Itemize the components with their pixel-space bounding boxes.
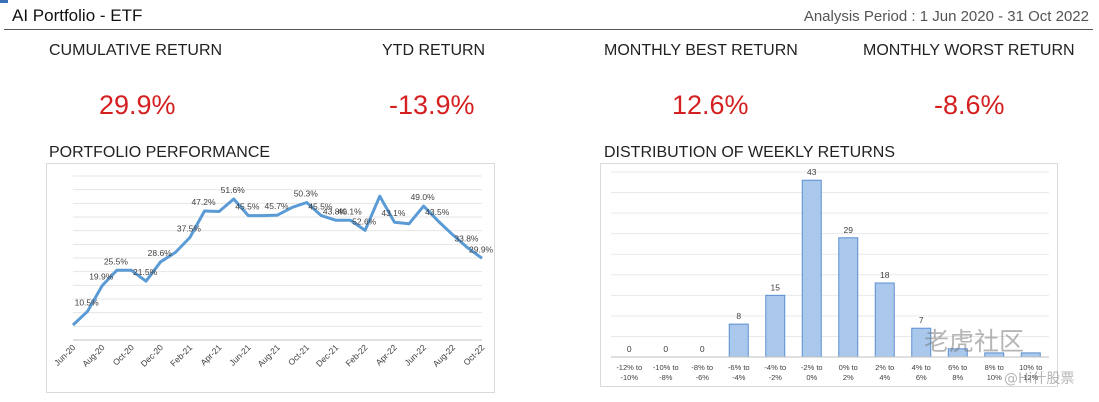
- report-header: AI Portfolio - ETF Analysis Period : 1 J…: [0, 0, 1099, 30]
- bar-value-label: 43: [807, 167, 817, 177]
- monthly-worst-return-label: MONTHLY WORST RETURN: [863, 42, 1075, 59]
- category-label: 10% to: [1019, 363, 1042, 372]
- data-label: 45.7%: [265, 201, 290, 211]
- bar-value-label: 8: [736, 311, 741, 321]
- data-label: 40.1%: [338, 206, 363, 216]
- category-label: -6%: [696, 373, 710, 382]
- category-label: 6%: [916, 373, 927, 382]
- ytd-return-value: -13.9%: [389, 90, 475, 120]
- category-label: -4%: [732, 373, 746, 382]
- data-label: 52.6%: [352, 216, 377, 226]
- distribution-section-title: DISTRIBUTION OF WEEKLY RETURNS: [604, 144, 895, 161]
- data-label: 50.3%: [294, 189, 319, 199]
- data-label: 29.9%: [469, 244, 494, 254]
- x-tick-label: Dec-20: [139, 342, 166, 369]
- histogram-bar: [728, 323, 749, 358]
- category-label: -6% to: [728, 363, 750, 372]
- distribution-chart-panel: 0 -12% to -10% 0 -10% to -8% 0 -8% to -6% 8 -6% to…: [600, 163, 1058, 387]
- cumulative-return-value: 29.9%: [99, 90, 176, 120]
- bar-value-label: 0: [663, 344, 668, 354]
- category-label: -8% to: [691, 363, 713, 372]
- category-label: 10%: [987, 373, 1002, 382]
- category-label: -8%: [659, 373, 673, 382]
- distribution-bar-chart: 0 -12% to-10% 0 -10% to-8% 0 -8% to-6% 8 -6% to…: [611, 167, 1049, 382]
- x-tick-label: Jun-20: [52, 342, 78, 368]
- data-label: 28.6%: [148, 248, 173, 258]
- data-label: 45.5%: [308, 202, 333, 212]
- bar-value-label: 29: [844, 225, 854, 235]
- performance-line-chart: 10.5% 19.9% 25.5% 21.5% 28.6% 37.5% 47.2% 51.6%…: [52, 175, 494, 369]
- x-tick-label: Oct-22: [461, 342, 486, 367]
- x-tick-label: Jun-22: [403, 342, 429, 368]
- monthly-best-return-value: 12.6%: [672, 90, 749, 120]
- bar-value-label: 0: [627, 344, 632, 354]
- data-label: 43.8%: [323, 206, 348, 216]
- histogram-bar: [1020, 352, 1041, 358]
- category-label: 12%: [1023, 373, 1038, 382]
- category-label: -10%: [620, 373, 638, 382]
- x-tick-label: Feb-21: [168, 342, 194, 368]
- data-label: 51.6%: [221, 185, 246, 195]
- x-tick-label: Aug-21: [255, 342, 282, 369]
- data-label: 25.5%: [104, 256, 129, 266]
- category-label: 4% to: [912, 363, 931, 372]
- ytd-return-label: YTD RETURN: [382, 42, 486, 59]
- monthly-worst-return-value: -8.6%: [934, 90, 1005, 120]
- performance-series-line: [71, 194, 483, 327]
- cell-marker: [0, 0, 8, 3]
- x-tick-label: Aug-20: [80, 342, 107, 369]
- category-label: -12% to: [616, 363, 642, 372]
- category-label: 8%: [952, 373, 963, 382]
- monthly-best-return-label: MONTHLY BEST RETURN: [604, 42, 798, 59]
- x-tick-label: Dec-21: [314, 342, 341, 369]
- category-label: 0%: [806, 373, 817, 382]
- x-tick-label: Feb-22: [343, 342, 369, 368]
- watermark-handle: @Hi什股票: [1004, 371, 1075, 387]
- data-label: 37.5%: [177, 224, 202, 234]
- category-label: 0% to: [839, 363, 858, 372]
- x-tick-label: Apr-22: [374, 342, 399, 367]
- histogram-bar: [874, 282, 895, 358]
- histogram-bar: [838, 237, 859, 358]
- x-tick-label: Oct-21: [286, 342, 311, 367]
- performance-chart-panel: 10.5% 19.9% 25.5% 21.5% 28.6% 37.5% 47.2% 51.6%…: [46, 163, 495, 393]
- x-tick-label: Jun-21: [227, 342, 253, 368]
- x-tick-label: Apr-21: [198, 342, 223, 367]
- x-tick-label: Oct-20: [111, 342, 136, 367]
- data-label: 19.9%: [89, 272, 114, 282]
- category-label: 2%: [843, 373, 854, 382]
- bar-value-label: 0: [700, 344, 705, 354]
- data-label: 43.5%: [425, 207, 450, 217]
- header-divider: [4, 29, 1093, 30]
- bar-value-label: 7: [919, 315, 924, 325]
- analysis-period: Analysis Period : 1 Jun 2020 - 31 Oct 20…: [803, 8, 1089, 25]
- data-label: 47.2%: [191, 197, 216, 207]
- data-label: 49.0%: [411, 192, 436, 202]
- data-label: 33.8%: [454, 234, 479, 244]
- category-label: 6% to: [948, 363, 967, 372]
- performance-section-title: PORTFOLIO PERFORMANCE: [49, 144, 271, 161]
- data-label: 43.1%: [381, 208, 406, 218]
- watermark-brand: 老虎社区: [924, 327, 1025, 356]
- data-label: 21.5%: [133, 267, 158, 277]
- bar-value-label: 15: [771, 282, 781, 292]
- category-label: 2% to: [875, 363, 894, 372]
- category-label: -2%: [769, 373, 783, 382]
- category-label: -2% to: [801, 363, 823, 372]
- histogram-bar: [801, 179, 822, 358]
- report-title: AI Portfolio - ETF: [12, 6, 143, 25]
- histogram-bar: [765, 294, 786, 358]
- category-label: -4% to: [764, 363, 786, 372]
- category-label: 4%: [879, 373, 890, 382]
- bar-value-label: 18: [880, 270, 890, 280]
- category-label: 8% to: [985, 363, 1004, 372]
- cumulative-return-label: CUMULATIVE RETURN: [49, 42, 223, 59]
- data-label: 45.5%: [235, 202, 260, 212]
- category-label: -10% to: [653, 363, 679, 372]
- x-tick-label: Aug-22: [431, 342, 458, 369]
- data-label: 10.5%: [75, 297, 100, 307]
